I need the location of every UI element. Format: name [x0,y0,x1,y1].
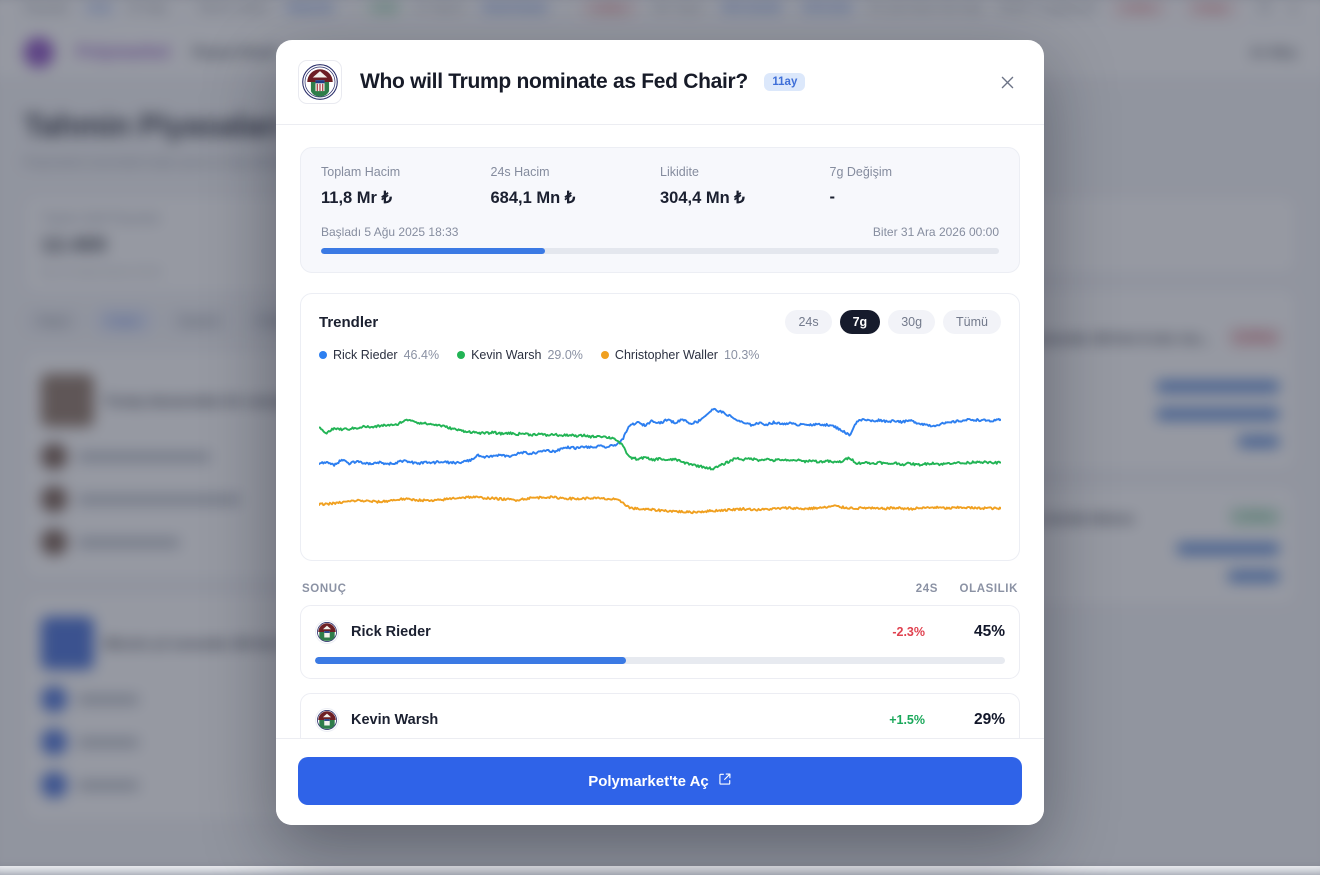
stat-value: 11,8 Mr ₺ [321,188,491,208]
time-remaining-badge: 11ay [764,73,805,91]
market-end-date: Biter 31 Ara 2026 00:00 [873,225,999,239]
legend-value: 10.3% [724,348,759,362]
trends-chart[interactable] [319,368,1001,548]
market-detail-modal: Who will Trump nominate as Fed Chair? 11… [276,40,1044,825]
outcomes-col-change: 24S [842,583,938,595]
open-on-polymarket-button[interactable]: Polymarket'te Aç [298,757,1022,805]
range-button-24s[interactable]: 24s [785,310,831,334]
modal-title-group: Who will Trump nominate as Fed Chair? 11… [360,70,805,94]
external-link-icon [718,772,732,790]
legend-color-dot [457,351,465,359]
modal-scroll-area[interactable]: Toplam Hacim 11,8 Mr ₺ 24s Hacim 684,1 M… [276,125,1044,738]
trends-title: Trendler [319,314,378,331]
outcome-change: +1.5% [829,713,925,727]
market-progress-track [321,248,999,254]
trends-range-selector: 24s 7g 30g Tümü [785,310,1001,334]
market-progress-fill [321,248,545,254]
stat-value: - [830,188,1000,207]
modal-title: Who will Trump nominate as Fed Chair? [360,70,748,93]
stats-grid: Toplam Hacim 11,8 Mr ₺ 24s Hacim 684,1 M… [321,165,999,208]
market-dates: Başladı 5 Ağu 2025 18:33 Biter 31 Ara 20… [321,225,999,239]
legend-label: Rick Rieder [333,348,398,362]
legend-color-dot [601,351,609,359]
stat-liquidity: Likidite 304,4 Mn ₺ [660,165,830,208]
stat-value: 684,1 Mn ₺ [491,188,661,208]
outcome-name: Rick Rieder [351,624,431,640]
outcome-bar-fill [315,657,626,664]
outcome-row-content: Rick Rieder -2.3% 45% [315,620,1005,644]
range-button-30g[interactable]: 30g [888,310,935,334]
range-button-tumu[interactable]: Tümü [943,310,1001,334]
modal-header: Who will Trump nominate as Fed Chair? 11… [276,40,1044,125]
legend-item-christopher-waller: Christopher Waller 10.3% [601,348,760,362]
legend-value: 29.0% [547,348,582,362]
legend-label: Kevin Warsh [471,348,541,362]
range-button-7g[interactable]: 7g [840,310,881,334]
federal-reserve-seal-icon [298,60,342,104]
market-start-date: Başladı 5 Ağu 2025 18:33 [321,225,458,239]
outcome-row-rick-rieder[interactable]: Rick Rieder -2.3% 45% [300,605,1020,679]
legend-item-rick-rieder: Rick Rieder 46.4% [319,348,439,362]
stat-label: Toplam Hacim [321,165,491,179]
outcome-probability: 45% [925,623,1005,641]
outcome-change: -2.3% [829,625,925,639]
stat-label: 7g Değişim [830,165,1000,179]
stat-total-volume: Toplam Hacim 11,8 Mr ₺ [321,165,491,208]
stat-label: 24s Hacim [491,165,661,179]
outcome-probability: 29% [925,711,1005,729]
outcome-name: Kevin Warsh [351,712,438,728]
outcomes-table-header: SONUÇ 24S OLASILIK [302,583,1018,595]
legend-color-dot [319,351,327,359]
stat-label: Likidite [660,165,830,179]
chart-legend: Rick Rieder 46.4% Kevin Warsh 29.0% Chri… [319,348,1001,362]
legend-label: Christopher Waller [615,348,718,362]
trends-panel: Trendler 24s 7g 30g Tümü Rick Rieder 46.… [300,293,1020,561]
legend-item-kevin-warsh: Kevin Warsh 29.0% [457,348,583,362]
stat-24h-volume: 24s Hacim 684,1 Mn ₺ [491,165,661,208]
outcome-avatar-icon [315,708,339,732]
outcome-avatar-icon [315,620,339,644]
stat-7d-change: 7g Değişim - [830,165,1000,208]
legend-value: 46.4% [404,348,439,362]
outcome-row-content: Kevin Warsh +1.5% 29% [315,708,1005,732]
stat-value: 304,4 Mn ₺ [660,188,830,208]
market-stats-panel: Toplam Hacim 11,8 Mr ₺ 24s Hacim 684,1 M… [300,147,1020,273]
outcome-row-kevin-warsh[interactable]: Kevin Warsh +1.5% 29% [300,693,1020,738]
trends-header: Trendler 24s 7g 30g Tümü [319,310,1001,334]
outcome-bar-track [315,657,1005,664]
close-icon[interactable] [992,67,1022,97]
cta-label: Polymarket'te Aç [588,773,709,790]
outcomes-col-name: SONUÇ [302,583,347,595]
outcomes-col-probability: OLASILIK [938,583,1018,595]
modal-footer: Polymarket'te Aç [276,738,1044,825]
